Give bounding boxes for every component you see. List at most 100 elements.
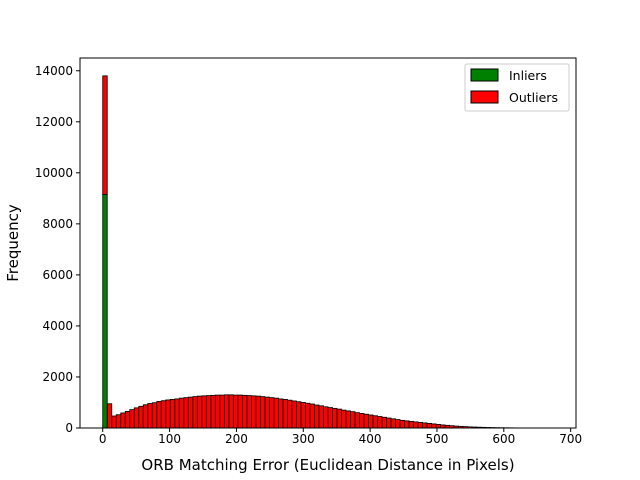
outlier-bar bbox=[120, 412, 126, 429]
outlier-bar bbox=[345, 410, 351, 429]
y-axis-title: Frequency bbox=[4, 204, 22, 282]
x-tick-label: 500 bbox=[426, 432, 449, 446]
outlier-bar bbox=[314, 404, 320, 429]
outlier-bar bbox=[133, 407, 140, 429]
outlier-bar bbox=[417, 421, 424, 429]
legend-swatch-outliers bbox=[470, 90, 499, 104]
y-tick-label: 8000 bbox=[42, 217, 73, 231]
x-tick-label: 400 bbox=[359, 432, 382, 446]
outlier-bar bbox=[399, 419, 405, 429]
x-tick-label: 0 bbox=[99, 432, 107, 446]
outlier-bar bbox=[291, 400, 297, 429]
outlier-bar bbox=[377, 416, 383, 429]
outlier-bar bbox=[282, 399, 288, 429]
outlier-bar bbox=[210, 394, 216, 429]
outlier-bar bbox=[192, 396, 198, 429]
outlier-bar bbox=[237, 394, 243, 429]
outlier-bar bbox=[138, 405, 144, 429]
outlier-bar bbox=[305, 402, 311, 429]
y-tick-label: 12000 bbox=[35, 115, 73, 129]
outlier-bar bbox=[124, 411, 131, 429]
plot-frame bbox=[79, 57, 577, 429]
outlier-bar bbox=[368, 414, 374, 429]
outlier-bar bbox=[142, 404, 149, 429]
outlier-bar bbox=[102, 75, 108, 195]
y-tick-label: 0 bbox=[65, 421, 73, 435]
outlier-bar bbox=[408, 420, 415, 429]
outlier-bar bbox=[296, 401, 302, 429]
outlier-bar bbox=[363, 413, 369, 429]
legend: Inliers Outliers bbox=[464, 63, 570, 112]
outlier-bar bbox=[147, 403, 153, 429]
outlier-bar bbox=[390, 418, 396, 429]
y-tick-label: 6000 bbox=[42, 268, 73, 282]
outlier-bar bbox=[332, 407, 338, 429]
outlier-bar bbox=[309, 403, 315, 429]
outlier-bar bbox=[381, 416, 387, 429]
outlier-bar bbox=[422, 422, 428, 429]
outlier-bar bbox=[223, 394, 230, 429]
outlier-bar bbox=[156, 401, 162, 429]
outlier-bar bbox=[260, 396, 266, 429]
outlier-bar bbox=[129, 409, 135, 429]
x-tick-label: 700 bbox=[559, 432, 582, 446]
outlier-bar bbox=[435, 424, 442, 429]
outlier-bar bbox=[106, 403, 113, 429]
outlier-bar bbox=[160, 400, 167, 429]
outlier-bar bbox=[413, 421, 419, 429]
outlier-bar bbox=[318, 405, 324, 429]
outlier-bar bbox=[404, 420, 410, 429]
outlier-bar bbox=[178, 397, 185, 429]
x-tick-label: 600 bbox=[492, 432, 515, 446]
outlier-bar bbox=[354, 412, 360, 429]
inlier-bar bbox=[102, 194, 108, 429]
histogram-bars bbox=[102, 75, 554, 429]
y-tick-label: 14000 bbox=[35, 64, 73, 78]
outlier-bar bbox=[111, 415, 117, 429]
outlier-bar bbox=[214, 394, 221, 429]
outlier-bar bbox=[251, 395, 257, 429]
outlier-bar bbox=[359, 413, 365, 429]
outlier-bar bbox=[278, 398, 284, 429]
outlier-bar bbox=[255, 395, 261, 429]
outlier-bar bbox=[336, 408, 342, 429]
outlier-bar bbox=[386, 417, 392, 429]
x-tick-label: 300 bbox=[292, 432, 315, 446]
outlier-bar bbox=[174, 398, 180, 429]
outlier-bar bbox=[183, 397, 189, 429]
y-axis: 0 2000 4000 6000 8000 10000 12000 14000 bbox=[35, 64, 80, 435]
legend-swatch-inliers bbox=[470, 68, 499, 82]
legend-label-inliers: Inliers bbox=[509, 68, 547, 83]
outlier-bar bbox=[165, 399, 171, 429]
outlier-bar bbox=[327, 407, 333, 429]
x-tick-label: 200 bbox=[225, 432, 248, 446]
outlier-bar bbox=[323, 406, 329, 429]
outlier-bar bbox=[269, 397, 275, 429]
outlier-bar bbox=[201, 395, 207, 429]
outlier-bar bbox=[395, 419, 401, 429]
outlier-bar bbox=[169, 399, 176, 429]
outlier-bar bbox=[228, 394, 234, 429]
outlier-bar bbox=[300, 402, 306, 429]
outlier-bar bbox=[241, 394, 248, 429]
outlier-bar bbox=[151, 402, 158, 429]
x-axis: 0 100 200 300 400 500 600 700 bbox=[99, 428, 582, 446]
legend-label-outliers: Outliers bbox=[509, 90, 558, 105]
outlier-bar bbox=[341, 409, 347, 429]
outlier-bar bbox=[426, 423, 433, 429]
outlier-bar bbox=[372, 415, 378, 429]
y-tick-label: 4000 bbox=[42, 319, 73, 333]
outlier-bar bbox=[115, 414, 122, 429]
outlier-bar bbox=[232, 394, 239, 429]
outlier-bar bbox=[187, 396, 194, 429]
outlier-bar bbox=[273, 397, 279, 429]
outlier-bar bbox=[350, 411, 356, 429]
x-tick-label: 100 bbox=[158, 432, 181, 446]
outlier-bar bbox=[431, 423, 437, 429]
outlier-bar bbox=[196, 395, 203, 429]
y-tick-label: 10000 bbox=[35, 166, 73, 180]
outlier-bar bbox=[246, 395, 252, 429]
x-axis-title: ORB Matching Error (Euclidean Distance i… bbox=[141, 456, 514, 474]
outlier-bar bbox=[287, 399, 293, 429]
